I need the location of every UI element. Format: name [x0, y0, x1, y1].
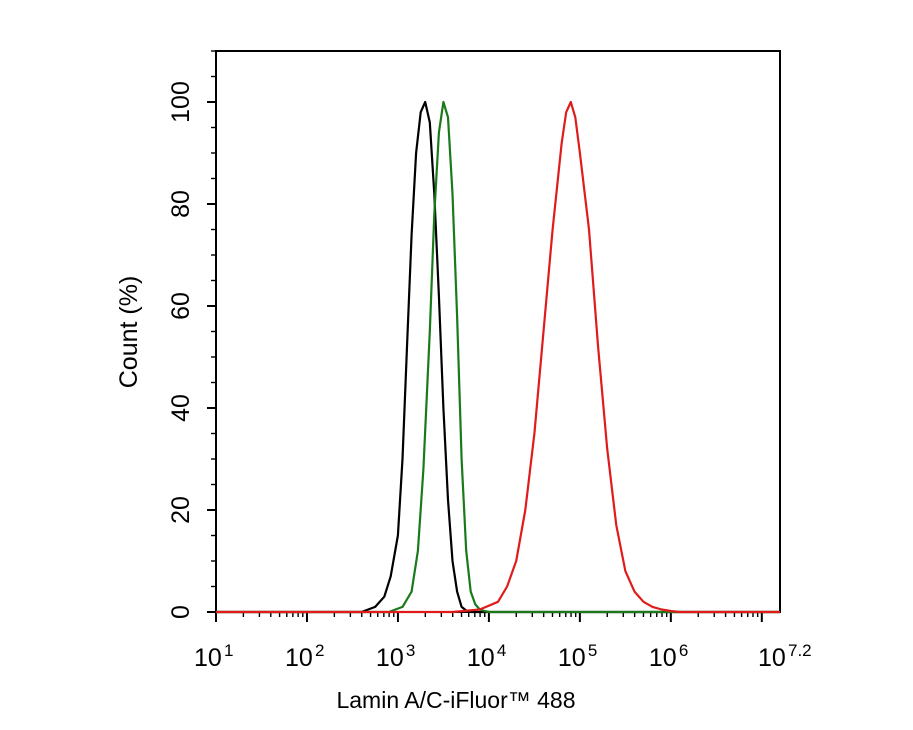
- x-tick-label: 10: [558, 644, 586, 672]
- x-tick-exponent: 1: [224, 641, 233, 660]
- y-tick-label: 80: [167, 190, 195, 218]
- plot-frame: [215, 50, 781, 613]
- x-tick-exponent: 6: [679, 641, 688, 660]
- x-axis: 10 1 10 2 10 3 10 4 10 5 10 6 10 7.2: [194, 612, 812, 672]
- x-tick-label: 10: [285, 644, 313, 672]
- y-axis: 0 20 40 60 80 100: [167, 50, 216, 619]
- x-tick-label: 10: [194, 644, 222, 672]
- y-tick-label: 40: [167, 394, 195, 422]
- x-tick-exponent: 4: [497, 641, 506, 660]
- x-tick-exponent: 5: [588, 641, 597, 660]
- series-line-3: [216, 100, 780, 614]
- y-tick-label: 100: [167, 81, 195, 123]
- x-tick-label: 10: [758, 644, 786, 672]
- series-layer: [216, 100, 780, 614]
- x-tick-exponent: 2: [315, 641, 324, 660]
- x-tick-label: 10: [467, 644, 495, 672]
- x-tick-exponent: 7.2: [788, 641, 812, 660]
- series-line-2: [216, 100, 780, 614]
- series-line-1: [216, 100, 780, 614]
- y-axis-title: Count (%): [115, 276, 143, 389]
- x-tick-label: 10: [376, 644, 404, 672]
- y-tick-label: 0: [167, 605, 195, 619]
- x-tick-exponent: 3: [406, 641, 415, 660]
- x-axis-title: Lamin A/C-iFluor™ 488: [336, 687, 575, 713]
- x-tick-label: 10: [649, 644, 677, 672]
- y-tick-label: 60: [167, 292, 195, 320]
- y-tick-label: 20: [167, 496, 195, 524]
